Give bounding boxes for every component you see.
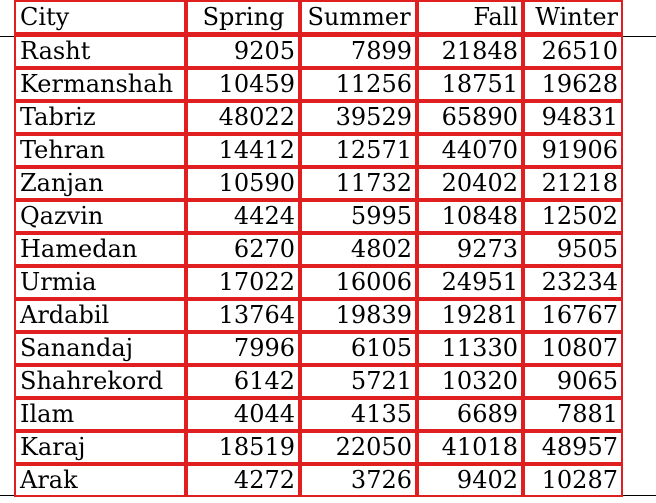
- cell-winter: 12502: [523, 200, 623, 233]
- table-row: Tabriz 48022 39529 65890 94831: [14, 101, 623, 134]
- cell-winter: 9065: [523, 365, 623, 398]
- column-header-fall: Fall: [417, 0, 523, 34]
- table-row: Urmia 17022 16006 24951 23234: [14, 266, 623, 299]
- column-header-spring: Spring: [186, 0, 300, 34]
- table-row: Ardabil 13764 19839 19281 16767: [14, 299, 623, 332]
- table-row: Arak 4272 3726 9402 10287: [14, 464, 623, 497]
- cell-winter: 94831: [523, 101, 623, 134]
- cell-spring: 9205: [186, 34, 300, 68]
- cell-spring: 4044: [186, 398, 300, 431]
- cell-winter: 19628: [523, 68, 623, 101]
- cell-spring: 4424: [186, 200, 300, 233]
- cell-spring: 6270: [186, 233, 300, 266]
- cell-fall: 44070: [417, 134, 523, 167]
- cell-summer: 4135: [300, 398, 417, 431]
- cell-city: Arak: [14, 464, 186, 497]
- cell-city: Sanandaj: [14, 332, 186, 365]
- city-seasonal-table: City Spring Summer Fall Winter Rasht 9205…: [14, 0, 623, 497]
- cell-fall: 19281: [417, 299, 523, 332]
- cell-winter: 9505: [523, 233, 623, 266]
- cell-spring: 48022: [186, 101, 300, 134]
- column-header-summer: Summer: [300, 0, 417, 34]
- cell-fall: 10320: [417, 365, 523, 398]
- cell-summer: 6105: [300, 332, 417, 365]
- cell-summer: 19839: [300, 299, 417, 332]
- cell-winter: 10287: [523, 464, 623, 497]
- cell-fall: 11330: [417, 332, 523, 365]
- table-row: Ilam 4044 4135 6689 7881: [14, 398, 623, 431]
- cell-fall: 20402: [417, 167, 523, 200]
- cell-summer: 16006: [300, 266, 417, 299]
- column-header-winter: Winter: [523, 0, 623, 34]
- cell-spring: 18519: [186, 431, 300, 464]
- cell-fall: 41018: [417, 431, 523, 464]
- table-row: Rasht 9205 7899 21848 26510: [14, 34, 623, 68]
- cell-city: Hamedan: [14, 233, 186, 266]
- cell-city: Karaj: [14, 431, 186, 464]
- cell-summer: 12571: [300, 134, 417, 167]
- cell-spring: 10459: [186, 68, 300, 101]
- table-header-row: City Spring Summer Fall Winter: [14, 0, 623, 34]
- cell-summer: 5995: [300, 200, 417, 233]
- cell-spring: 13764: [186, 299, 300, 332]
- cell-winter: 7881: [523, 398, 623, 431]
- cell-fall: 9402: [417, 464, 523, 497]
- table-row: Hamedan 6270 4802 9273 9505: [14, 233, 623, 266]
- cell-winter: 26510: [523, 34, 623, 68]
- table-row: Sanandaj 7996 6105 11330 10807: [14, 332, 623, 365]
- table-row: Qazvin 4424 5995 10848 12502: [14, 200, 623, 233]
- cell-fall: 10848: [417, 200, 523, 233]
- cell-summer: 39529: [300, 101, 417, 134]
- cell-spring: 17022: [186, 266, 300, 299]
- cell-fall: 18751: [417, 68, 523, 101]
- cell-city: Kermanshah: [14, 68, 186, 101]
- cell-summer: 4802: [300, 233, 417, 266]
- cell-fall: 6689: [417, 398, 523, 431]
- cell-winter: 21218: [523, 167, 623, 200]
- cell-fall: 65890: [417, 101, 523, 134]
- cell-city: Shahrekord: [14, 365, 186, 398]
- cell-city: Ilam: [14, 398, 186, 431]
- cell-summer: 22050: [300, 431, 417, 464]
- cell-winter: 10807: [523, 332, 623, 365]
- cell-fall: 21848: [417, 34, 523, 68]
- cell-spring: 14412: [186, 134, 300, 167]
- cell-summer: 11256: [300, 68, 417, 101]
- cell-city: Tabriz: [14, 101, 186, 134]
- cell-spring: 10590: [186, 167, 300, 200]
- cell-spring: 7996: [186, 332, 300, 365]
- cell-summer: 5721: [300, 365, 417, 398]
- cell-city: Tehran: [14, 134, 186, 167]
- cell-city: Rasht: [14, 34, 186, 68]
- column-header-city: City: [14, 0, 186, 34]
- cell-winter: 23234: [523, 266, 623, 299]
- table-row: Kermanshah 10459 11256 18751 19628: [14, 68, 623, 101]
- cell-city: Qazvin: [14, 200, 186, 233]
- cell-spring: 4272: [186, 464, 300, 497]
- cell-city: Urmia: [14, 266, 186, 299]
- cell-winter: 91906: [523, 134, 623, 167]
- cell-summer: 11732: [300, 167, 417, 200]
- cell-winter: 16767: [523, 299, 623, 332]
- cell-summer: 3726: [300, 464, 417, 497]
- table-row: Karaj 18519 22050 41018 48957: [14, 431, 623, 464]
- cell-winter: 48957: [523, 431, 623, 464]
- cell-fall: 9273: [417, 233, 523, 266]
- table-body: Rasht 9205 7899 21848 26510 Kermanshah 10459 11…: [14, 34, 623, 497]
- cell-fall: 24951: [417, 266, 523, 299]
- table-row: Zanjan 10590 11732 20402 21218: [14, 167, 623, 200]
- cell-summer: 7899: [300, 34, 417, 68]
- table-row: Shahrekord 6142 5721 10320 9065: [14, 365, 623, 398]
- table-row: Tehran 14412 12571 44070 91906: [14, 134, 623, 167]
- cell-spring: 6142: [186, 365, 300, 398]
- cell-city: Ardabil: [14, 299, 186, 332]
- cell-city: Zanjan: [14, 167, 186, 200]
